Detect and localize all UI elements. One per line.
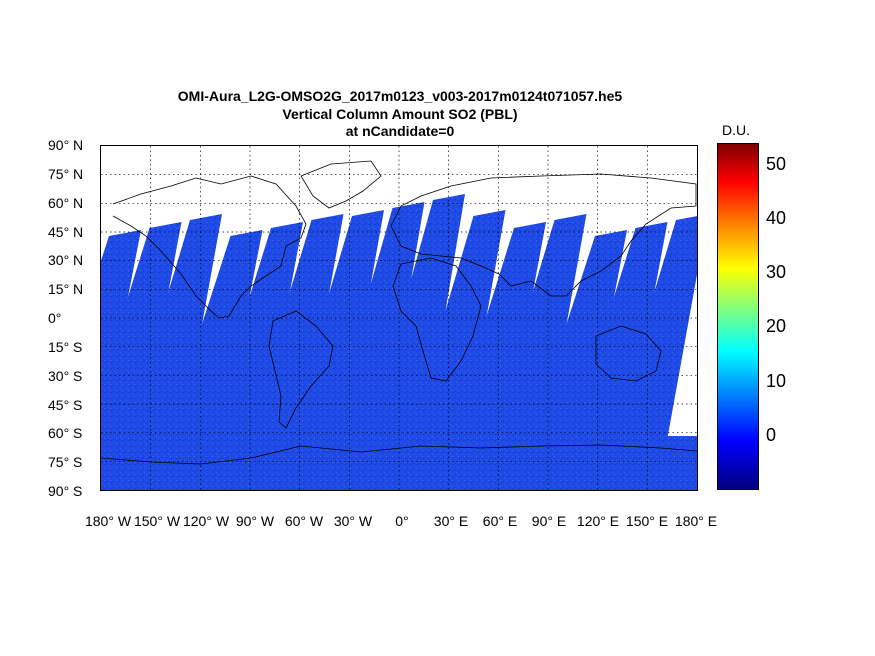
- colorbar-tick-label: 10: [766, 370, 787, 391]
- so2-swath-layer: [101, 194, 697, 446]
- swath-band: [243, 214, 344, 446]
- lon-tick-label: 60° W: [284, 513, 324, 529]
- coastline-north-america: [112, 175, 307, 319]
- coastline-eurasia: [390, 173, 697, 297]
- map-subtitle: Vertical Column Amount SO2 (PBL): [282, 106, 518, 122]
- lon-tick-label: 180° W: [84, 513, 132, 529]
- swath-band: [486, 214, 587, 446]
- swath-band: [405, 210, 506, 446]
- coastline-south-america: [268, 310, 334, 429]
- swath-band: [365, 194, 465, 446]
- swath-band: [122, 214, 222, 446]
- map-candidate-label: at nCandidate=0: [345, 123, 455, 139]
- lat-tick-label: 45° N: [48, 223, 84, 240]
- lon-tick-label: 60° E: [482, 513, 518, 529]
- lat-tick-label: 90° N: [48, 137, 84, 153]
- swath-band: [162, 230, 263, 446]
- lat-tick-label: 60° N: [48, 194, 84, 211]
- lon-tick-label: 30° E: [433, 513, 469, 529]
- lat-tick-label: 30° N: [48, 252, 84, 269]
- lat-tick-label: 15° N: [48, 281, 84, 298]
- colorbar-tick-label: 40: [766, 207, 787, 228]
- swath-band: [567, 222, 668, 446]
- lon-tick-label: 0°: [395, 513, 409, 529]
- lon-tick-label: 90° E: [531, 513, 567, 529]
- lon-tick-label: 180° E: [674, 513, 718, 529]
- lat-tick-label: 75° N: [48, 165, 84, 182]
- swath-band: [101, 222, 182, 446]
- map-title: OMI-Aura_L2G-OMSO2G_2017m0123_v003-2017m…: [177, 88, 623, 104]
- coastline-africa: [392, 257, 482, 382]
- swath-band: [608, 216, 697, 446]
- colorbar-unit: D.U.: [722, 122, 750, 138]
- lon-tick-label: 150° W: [133, 513, 181, 529]
- coastline-antarctica: [101, 444, 697, 465]
- coastline-greenland: [300, 160, 382, 209]
- colorbar-tick-label: 0: [766, 424, 777, 445]
- colorbar-tick-label: 20: [766, 316, 787, 337]
- lon-tick-label: 120° W: [182, 513, 230, 529]
- lat-tick-label: 0°: [48, 310, 62, 326]
- colorbar-tick-label: 50: [766, 153, 787, 174]
- lon-tick-label: 120° E: [576, 513, 620, 529]
- map-plot-area[interactable]: [100, 145, 698, 491]
- lat-tick-label: 45° S: [48, 396, 83, 413]
- swath-band: [527, 230, 627, 446]
- lat-tick-label: 15° S: [48, 338, 83, 355]
- graticule: [101, 146, 697, 490]
- lon-tick-label: 30° W: [333, 513, 373, 529]
- lon-tick-label: 90° W: [235, 513, 275, 529]
- lat-tick-label: 30° S: [48, 367, 83, 384]
- colorbar-tick-label: 30: [766, 262, 787, 283]
- colorbar: [717, 143, 759, 490]
- lat-tick-label: 90° S: [48, 483, 83, 499]
- swath-band: [446, 222, 546, 446]
- map-canvas: [101, 146, 697, 490]
- swath-band: [203, 222, 303, 446]
- coastline-layer: [101, 160, 697, 465]
- coastline-australia: [595, 325, 662, 382]
- lon-tick-label: 150° E: [625, 513, 669, 529]
- lat-tick-label: 60° S: [48, 425, 83, 442]
- swath-band: [284, 210, 384, 446]
- lat-tick-label: 75° S: [48, 454, 83, 471]
